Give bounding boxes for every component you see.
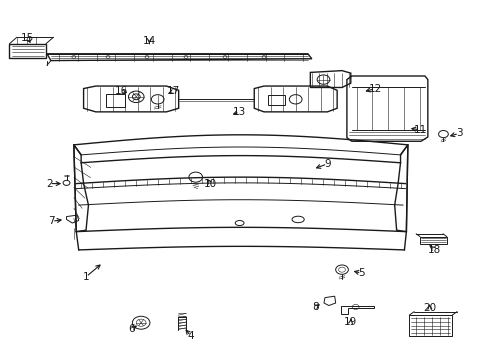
Text: 10: 10	[203, 179, 217, 189]
Bar	[408, 315, 451, 336]
Text: 4: 4	[187, 331, 194, 341]
Text: 7: 7	[48, 216, 55, 226]
Text: 1: 1	[82, 272, 89, 282]
Text: 20: 20	[423, 303, 435, 314]
Bar	[105, 94, 125, 107]
Text: 3: 3	[455, 129, 462, 138]
Text: 16: 16	[115, 86, 128, 96]
Text: 11: 11	[412, 125, 426, 135]
Text: 15: 15	[21, 33, 34, 43]
Text: 9: 9	[324, 159, 330, 169]
Bar	[419, 237, 446, 244]
Text: 8: 8	[311, 302, 318, 312]
Text: 17: 17	[167, 86, 180, 96]
Text: 12: 12	[368, 84, 381, 94]
Text: 2: 2	[46, 179, 53, 189]
Text: 6: 6	[128, 324, 134, 334]
Text: 19: 19	[344, 317, 357, 327]
Text: 18: 18	[427, 245, 440, 255]
Text: 13: 13	[232, 107, 246, 117]
Text: 5: 5	[358, 268, 364, 278]
Bar	[267, 95, 285, 105]
Text: 14: 14	[142, 36, 156, 46]
